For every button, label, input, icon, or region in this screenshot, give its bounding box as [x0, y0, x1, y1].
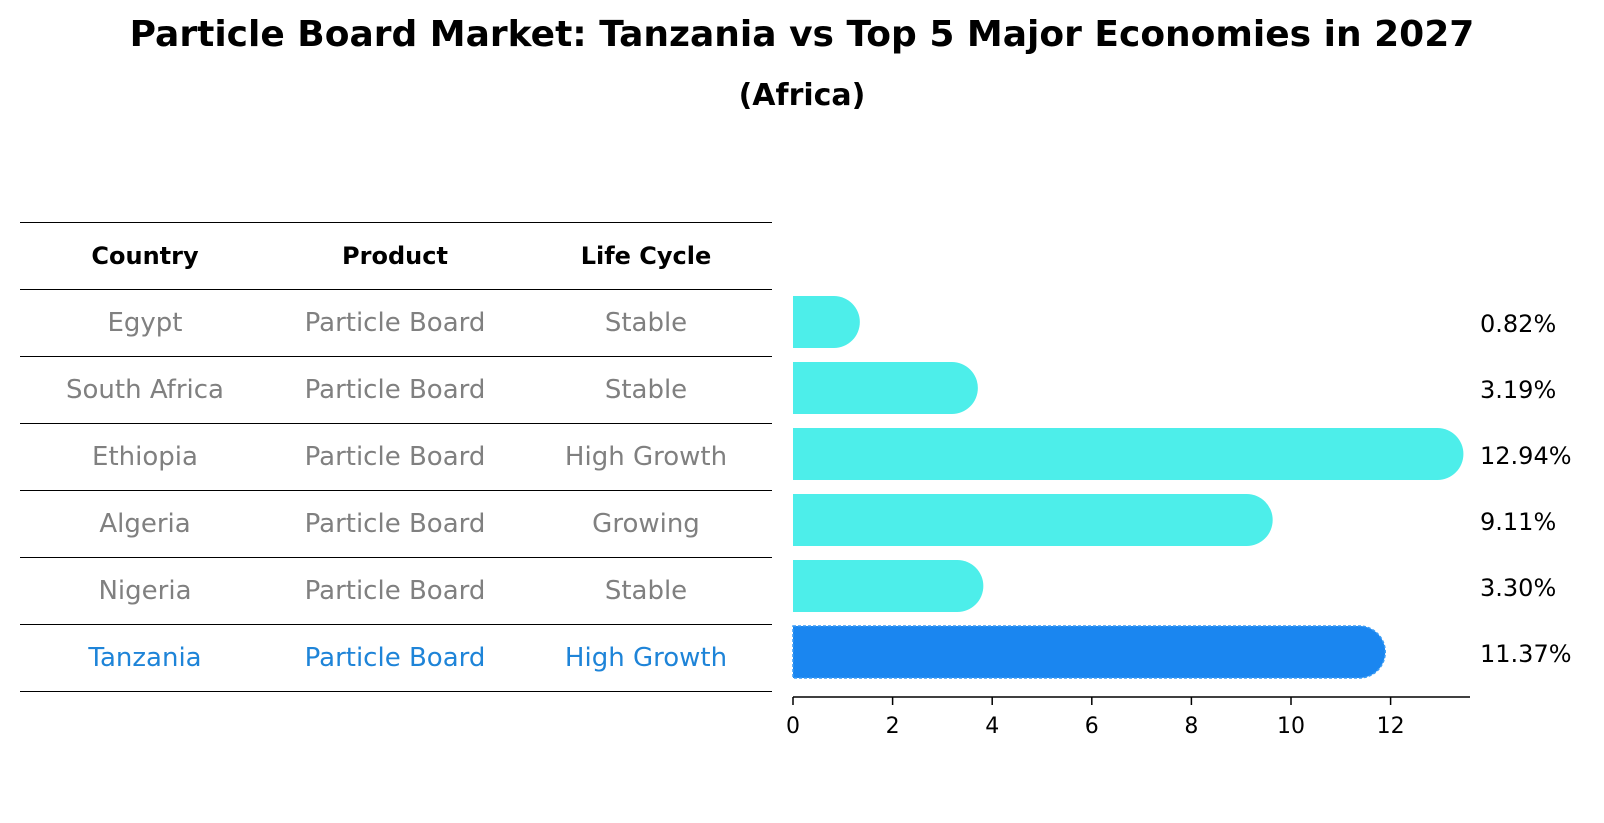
life-cycle-cell: High Growth: [564, 643, 728, 673]
country-cell: Nigeria: [98, 576, 192, 606]
x-tick-label: 8: [1184, 714, 1198, 739]
table-header-row: Country Product Life Cycle: [20, 222, 772, 289]
country-cell: Ethiopia: [92, 442, 198, 472]
table-row: Algeria Particle Board Growing: [20, 490, 772, 557]
x-tick-label: 4: [985, 714, 999, 739]
x-tick-label: 10: [1277, 714, 1305, 739]
data-table: Country Product Life Cycle Egypt Particl…: [20, 222, 772, 692]
country-cell: South Africa: [66, 375, 224, 405]
product-cell: Particle Board: [304, 643, 486, 673]
life-cycle-cell: Growing: [592, 509, 700, 539]
product-cell: Particle Board: [304, 442, 486, 472]
value-label-tanzania: 11.37%: [1480, 640, 1572, 668]
bar-algeria: [793, 494, 1273, 546]
value-label-egypt: 0.82%: [1480, 310, 1556, 338]
table-row: South Africa Particle Board Stable: [20, 356, 772, 423]
life-cycle-cell: Stable: [604, 308, 688, 338]
x-tick-label: 0: [786, 714, 800, 739]
country-cell: Tanzania: [88, 643, 202, 673]
x-tick-label: 12: [1377, 714, 1405, 739]
x-tick-label: 2: [886, 714, 900, 739]
value-label-south-africa: 3.19%: [1480, 376, 1556, 404]
bar-nigeria: [793, 560, 984, 612]
country-cell: Egypt: [107, 308, 183, 338]
table-row: Ethiopia Particle Board High Growth: [20, 423, 772, 490]
life-cycle-cell: Stable: [604, 375, 688, 405]
life-cycle-cell: High Growth: [564, 442, 728, 472]
header-product: Product: [342, 242, 448, 270]
bar-tanzania: [792, 625, 1386, 679]
table-row: Egypt Particle Board Stable: [20, 289, 772, 356]
chart-subtitle: (Africa): [738, 78, 866, 113]
bar-south-africa: [793, 362, 978, 414]
table-row-highlighted: Tanzania Particle Board High Growth: [20, 624, 772, 692]
header-life-cycle: Life Cycle: [580, 242, 712, 270]
value-label-algeria: 9.11%: [1480, 508, 1556, 536]
product-cell: Particle Board: [304, 576, 486, 606]
product-cell: Particle Board: [304, 308, 486, 338]
x-tick-label: 6: [1085, 714, 1099, 739]
header-country: Country: [91, 242, 199, 270]
product-cell: Particle Board: [304, 375, 486, 405]
chart-title: Particle Board Market: Tanzania vs Top 5…: [129, 14, 1475, 55]
product-cell: Particle Board: [304, 509, 486, 539]
value-label-ethiopia: 12.94%: [1480, 442, 1572, 470]
bar-ethiopia: [793, 428, 1464, 480]
bar-egypt: [793, 296, 860, 348]
value-label-nigeria: 3.30%: [1480, 574, 1556, 602]
life-cycle-cell: Stable: [604, 576, 688, 606]
table-row: Nigeria Particle Board Stable: [20, 557, 772, 624]
country-cell: Algeria: [99, 509, 191, 539]
